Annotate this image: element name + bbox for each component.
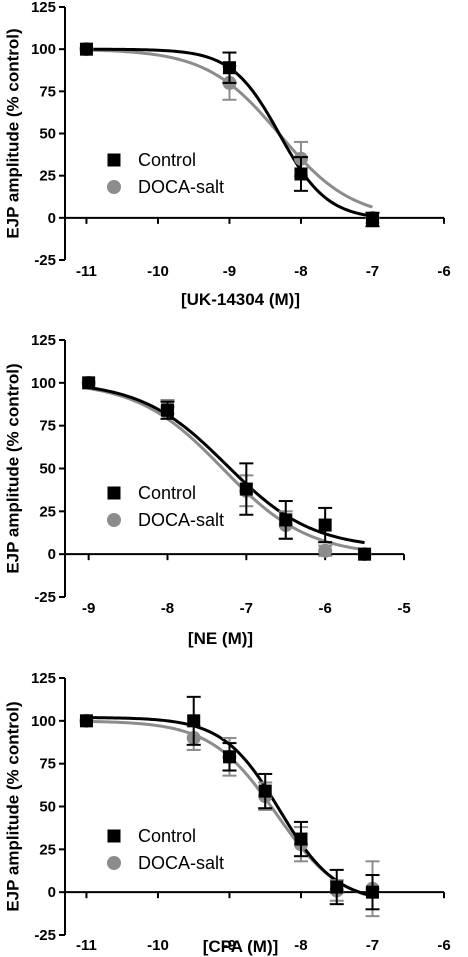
y-tick-label: 100	[31, 713, 56, 730]
x-tick-label: -10	[147, 263, 169, 280]
data-point-control	[365, 213, 379, 227]
data-point-control	[222, 61, 236, 75]
data-point-control	[79, 714, 93, 728]
legend-label-control: Control	[138, 826, 196, 846]
legend-marker-doca-salt	[107, 513, 121, 527]
data-point-control	[222, 750, 236, 764]
y-tick-label: 50	[39, 126, 56, 143]
data-point-control	[187, 714, 201, 728]
y-tick-label: 100	[31, 41, 56, 58]
x-tick-label: -8	[294, 937, 307, 954]
y-tick-label: 0	[48, 210, 56, 227]
legend-marker-control	[107, 153, 121, 167]
x-tick-label: -6	[318, 600, 331, 617]
y-axis-title: EJP amplitude (% control)	[3, 363, 22, 573]
x-axis-title: [UK-14304 (M)]	[181, 290, 300, 309]
data-point-control	[279, 513, 293, 527]
x-tick-label: -11	[76, 263, 97, 280]
data-point-control	[358, 547, 372, 561]
y-tick-label: 50	[39, 799, 56, 816]
data-point-doca-salt	[318, 543, 333, 558]
data-point-control	[318, 518, 332, 532]
x-tick-label: -6	[437, 263, 450, 280]
chart-panel-2: -25 0 25 50 75 100 125 -9 -8 -7 -6 -5 [NE (M)] EJP am…	[3, 332, 410, 648]
fit-curve-control	[88, 386, 365, 545]
x-tick-label: -9	[82, 600, 95, 617]
x-tick-label: -9	[223, 937, 236, 954]
legend-label-doca-salt: DOCA-salt	[138, 853, 224, 873]
x-tick-label: -8	[294, 263, 307, 280]
y-tick-label: -25	[34, 927, 56, 944]
y-tick-label: 0	[48, 884, 56, 901]
legend-marker-control	[107, 829, 121, 843]
x-tick-label: -5	[397, 600, 410, 617]
data-point-control	[365, 885, 379, 899]
data-point-control	[294, 832, 308, 846]
legend-marker-control	[107, 486, 121, 500]
data-point-control	[330, 880, 344, 894]
chart-panel-1: -25 0 25 50 75 100 125 -11 -10 -9 -8 -7 -6 [UK-14304 …	[3, 0, 450, 309]
data-point-control	[258, 784, 272, 798]
x-tick-label: -7	[240, 600, 253, 617]
y-tick-label: 25	[39, 841, 56, 858]
y-tick-label: 0	[48, 546, 56, 563]
chart-panel-3: -25 0 25 50 75 100 125 -11 -10 -9 -8 -7 -6 [CPA (M)] E…	[3, 670, 450, 956]
legend-marker-doca-salt	[107, 180, 121, 194]
x-tick-label: -9	[223, 263, 236, 280]
y-tick-label: 75	[39, 756, 56, 773]
legend-marker-doca-salt	[107, 856, 121, 870]
y-tick-label: 125	[31, 332, 56, 349]
x-tick-label: -6	[437, 937, 450, 954]
y-axis-title: EJP amplitude (% control)	[3, 701, 22, 911]
x-tick-label: -10	[147, 937, 169, 954]
legend-label-control: Control	[138, 150, 196, 170]
y-tick-label: -25	[34, 252, 56, 269]
y-tick-label: -25	[34, 589, 56, 606]
y-tick-label: 100	[31, 375, 56, 392]
y-tick-label: 125	[31, 670, 56, 687]
y-tick-label: 25	[39, 168, 56, 185]
fit-curve-doca-salt	[88, 386, 365, 552]
y-tick-label: 50	[39, 461, 56, 478]
x-tick-label: -7	[366, 937, 379, 954]
y-tick-label: 25	[39, 503, 56, 520]
y-tick-label: 75	[39, 83, 56, 100]
y-tick-label: 75	[39, 418, 56, 435]
x-axis-title: [CPA (M)]	[203, 937, 279, 956]
data-point-control	[294, 167, 308, 181]
legend-label-doca-salt: DOCA-salt	[138, 510, 224, 530]
x-tick-label: -8	[161, 600, 174, 617]
data-point-control	[79, 42, 93, 56]
y-axis-title: EJP amplitude (% control)	[3, 28, 22, 238]
y-tick-label: 125	[31, 0, 56, 16]
legend-label-doca-salt: DOCA-salt	[138, 177, 224, 197]
x-axis-title: [NE (M)]	[188, 629, 253, 648]
data-point-control	[82, 376, 96, 390]
data-point-control	[160, 403, 174, 417]
x-tick-label: -7	[366, 263, 379, 280]
legend-label-control: Control	[138, 483, 196, 503]
data-point-control	[239, 482, 253, 496]
x-tick-label: -11	[76, 937, 97, 954]
